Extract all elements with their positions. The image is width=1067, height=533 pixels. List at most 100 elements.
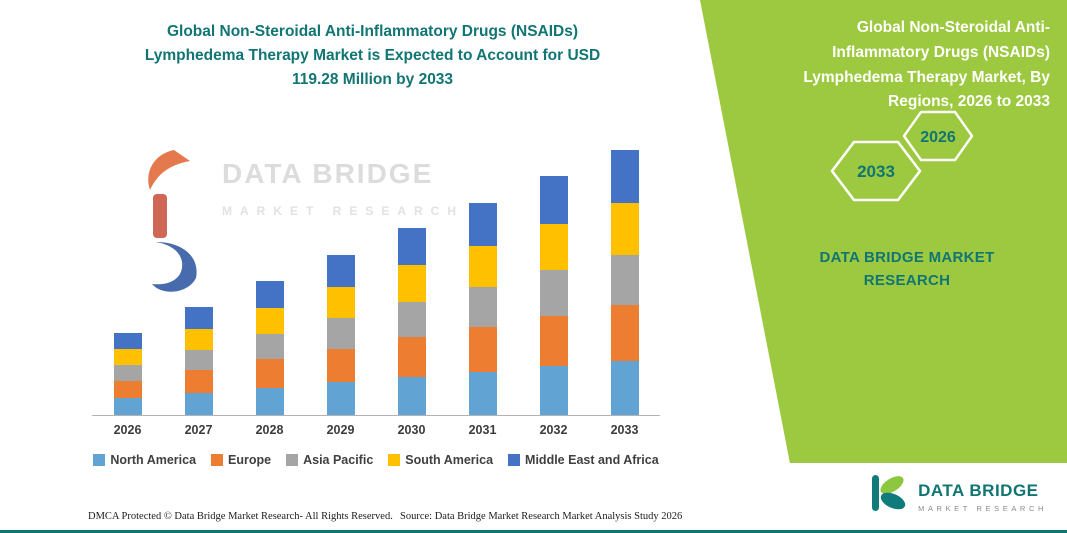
bar-column-2032 — [518, 128, 589, 415]
legend-swatch — [93, 454, 106, 466]
chart-legend: North America Europe Asia Pacific South Ame… — [92, 453, 660, 467]
bar-segment-europe — [113, 381, 142, 399]
watermark-logo-icon — [140, 146, 208, 301]
watermark-text: DATA BRIDGE MARKET RESEARCH — [222, 158, 464, 218]
x-axis-label-2032: 2032 — [539, 423, 568, 437]
hexagon-2033-label: 2033 — [857, 162, 895, 181]
legend-label: Middle East and Africa — [525, 453, 659, 467]
bar-column-2033 — [589, 128, 660, 415]
bar-segment-north-america — [184, 392, 213, 415]
legend-item-asia-pacific: Asia Pacific — [286, 453, 373, 467]
x-axis-label-2027: 2027 — [184, 423, 213, 437]
data-bridge-logo-icon — [865, 472, 909, 521]
watermark: DATA BRIDGE MARKET RESEARCH — [140, 146, 464, 301]
bar-segment-south-america — [113, 349, 142, 366]
legend-item-middle-east-and-africa: Middle East and Africa — [508, 453, 659, 467]
bar-segment-middle-east-and-africa — [184, 307, 213, 329]
footer-brand-sub: MARKET RESEARCH — [918, 503, 1047, 513]
chart-title-line-2: Lymphedema Therapy Market is Expected to… — [144, 47, 601, 65]
legend-swatch — [508, 454, 521, 466]
legend-label: Europe — [228, 453, 272, 467]
footer-brand: DATA BRIDGE MARKET RESEARCH — [865, 472, 1047, 521]
stacked-bar-2027 — [184, 307, 213, 415]
hexagon-2026: 2026 — [902, 110, 974, 162]
stacked-bar-2032 — [539, 175, 568, 415]
panel-brand-line-2: RESEARCH — [863, 272, 951, 290]
bar-segment-europe — [468, 327, 497, 372]
stacked-bar-2030 — [397, 228, 426, 415]
x-axis-label-2033: 2033 — [610, 423, 639, 437]
bar-segment-south-america — [184, 328, 213, 350]
x-axis-label-2026: 2026 — [113, 423, 142, 437]
legend-label: Asia Pacific — [303, 453, 374, 467]
stacked-bar-2029 — [326, 255, 355, 415]
bar-segment-asia-pacific — [255, 333, 284, 360]
bar-column-2030 — [376, 128, 447, 415]
legend-swatch — [388, 454, 401, 466]
bar-segment-north-america — [255, 387, 284, 415]
bar-segment-middle-east-and-africa — [468, 203, 497, 246]
watermark-sub: MARKET RESEARCH — [222, 204, 465, 218]
bar-segment-middle-east-and-africa — [113, 333, 142, 350]
footer-brand-name: DATA BRIDGE — [918, 480, 1039, 500]
bar-segment-south-america — [326, 287, 355, 319]
bar-segment-north-america — [610, 360, 639, 415]
bottom-accent-line — [0, 530, 1067, 533]
bar-segment-middle-east-and-africa — [539, 175, 568, 224]
bar-segment-asia-pacific — [468, 286, 497, 328]
x-axis-label-2030: 2030 — [397, 423, 426, 437]
bar-segment-north-america — [326, 382, 355, 415]
regions-panel: Global Non-Steroidal Anti- Inflammatory … — [700, 0, 1067, 463]
bar-segment-south-america — [255, 307, 284, 334]
stacked-bar-chart: 2026 2027 2028 2029 2030 2031 2032 2033 North A… — [92, 128, 660, 467]
legend-item-south-america: South America — [388, 453, 493, 467]
legend-label: North America — [110, 453, 197, 467]
bar-segment-north-america — [539, 365, 568, 415]
bar-column-2029 — [305, 128, 376, 415]
bar-segment-europe — [397, 337, 426, 377]
bar-segment-south-america — [468, 245, 497, 287]
bar-segment-asia-pacific — [113, 365, 142, 382]
footer-brand-text: DATA BRIDGE MARKET RESEARCH — [918, 481, 1047, 513]
bar-column-2031 — [447, 128, 518, 415]
bar-segment-south-america — [397, 265, 426, 302]
chart-title: Global Non-Steroidal Anti-Inflammatory D… — [95, 20, 650, 92]
stacked-bar-2031 — [468, 203, 497, 415]
bar-segment-middle-east-and-africa — [255, 281, 284, 308]
panel-title-line-2: Inflammatory Drugs (NSAIDs) — [832, 43, 1050, 61]
bar-segment-north-america — [468, 371, 497, 415]
legend-swatch — [211, 454, 224, 466]
legend-label: South America — [405, 453, 494, 467]
panel-title-line-1: Global Non-Steroidal Anti- — [856, 19, 1050, 36]
bar-column-2028 — [234, 128, 305, 415]
panel-brand-line-1: DATA BRIDGE MARKET — [819, 249, 995, 266]
bar-segment-asia-pacific — [397, 301, 426, 338]
bar-segment-north-america — [113, 398, 142, 415]
bar-segment-middle-east-and-africa — [397, 228, 426, 266]
bar-segment-south-america — [539, 223, 568, 271]
bar-segment-asia-pacific — [184, 349, 213, 371]
panel-title-line-4: Regions, 2026 to 2033 — [888, 93, 1050, 111]
stacked-bar-2028 — [255, 281, 284, 415]
x-axis-label-2031: 2031 — [468, 423, 497, 437]
bar-segment-asia-pacific — [539, 270, 568, 316]
legend-item-europe: Europe — [211, 453, 271, 467]
bar-column-2026 — [92, 128, 163, 415]
bar-segment-middle-east-and-africa — [610, 149, 639, 204]
bar-segment-europe — [326, 348, 355, 383]
stacked-bar-2033 — [610, 149, 639, 415]
legend-item-north-america: North America — [93, 453, 196, 467]
plot-area — [92, 128, 660, 416]
watermark-brand: DATA BRIDGE — [222, 158, 434, 189]
panel-title: Global Non-Steroidal Anti- Inflammatory … — [730, 16, 1050, 115]
bar-segment-europe — [610, 305, 639, 361]
x-axis-label-2029: 2029 — [326, 423, 355, 437]
hexagon-2026-label: 2026 — [920, 129, 956, 146]
bar-segment-europe — [539, 315, 568, 366]
x-axis-labels: 2026 2027 2028 2029 2030 2031 2032 2033 — [92, 423, 660, 437]
bar-segment-north-america — [397, 376, 426, 415]
bar-segment-europe — [184, 370, 213, 393]
dmca-notice: DMCA Protected © Data Bridge Market Rese… — [88, 511, 393, 522]
bar-segment-europe — [255, 359, 284, 388]
